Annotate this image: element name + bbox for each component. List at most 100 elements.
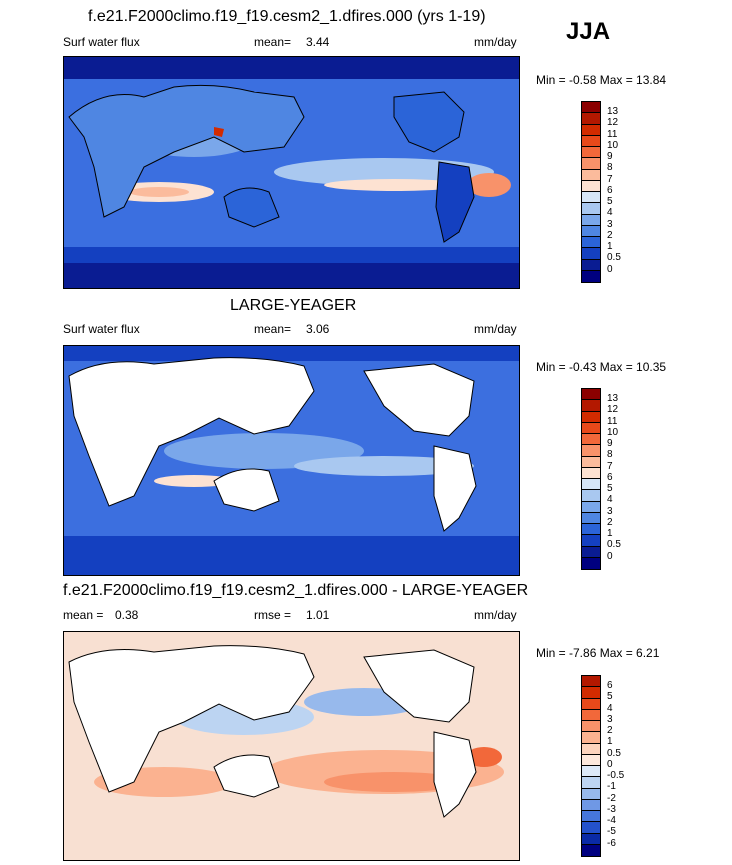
panel1-map-field xyxy=(64,57,519,288)
panel2-colorbar-label: 2 xyxy=(607,517,613,528)
panel3-units: mm/day xyxy=(474,608,517,622)
panel2-colorbar-swatch xyxy=(582,524,600,536)
panel2-colorbar-label: 0 xyxy=(607,551,613,562)
panel2-map xyxy=(63,345,520,576)
panel3-colorbar-label: 5 xyxy=(607,691,613,702)
panel3-colorbar-label: 3 xyxy=(607,714,613,725)
panel3-colorbar-swatch xyxy=(582,777,600,789)
panel1-colorbar-swatch xyxy=(582,203,600,215)
panel3-colorbar-swatch xyxy=(582,799,600,811)
panel1-colorbar-label: 11 xyxy=(607,129,618,140)
panel1-colorbar-label: 0 xyxy=(607,264,613,275)
panel3-colorbar-swatch xyxy=(582,743,600,755)
panel2-colorbar-swatch xyxy=(582,389,600,401)
panel1-colorbar-label: 10 xyxy=(607,140,619,151)
panel1-colorbar-swatch xyxy=(582,147,600,159)
panel2-colorbar xyxy=(581,388,601,570)
panel2-colorbar-label: 13 xyxy=(607,393,619,404)
panel2-mean-label: mean= xyxy=(254,322,292,336)
panel1-colorbar-label: 5 xyxy=(607,196,613,207)
panel2-colorbar-label: 1 xyxy=(607,528,613,539)
panel1-colorbar-label: 4 xyxy=(607,207,613,218)
panel1-title: f.e21.F2000climo.f19_f19.cesm2_1.dfires.… xyxy=(88,8,486,25)
panel2-colorbar-label: 4 xyxy=(607,494,613,505)
panel3-colorbar-swatch xyxy=(582,822,600,834)
panel3-mean-value: 0.38 xyxy=(115,608,139,622)
panel3-colorbar-label: 0 xyxy=(607,759,613,770)
panel3-colorbar-swatch xyxy=(582,698,600,710)
panel1-units: mm/day xyxy=(474,35,517,49)
panel3-colorbar-swatch xyxy=(582,676,600,688)
panel3-colorbar-label: 1 xyxy=(607,736,613,747)
panel1-map xyxy=(63,56,520,289)
panel1-colorbar-label: 7 xyxy=(607,174,613,185)
panel2-colorbar-label: 5 xyxy=(607,483,613,494)
panel3-rmse-value: 1.01 xyxy=(306,608,330,622)
panel1-colorbar-label: 8 xyxy=(607,162,613,173)
panel3-colorbar-swatch xyxy=(582,732,600,744)
panel2-map-field xyxy=(64,346,519,575)
panel2-colorbar-swatch xyxy=(582,512,600,524)
panel1-mean-label: mean= xyxy=(254,35,292,49)
panel1-colorbar-label: 0.5 xyxy=(607,252,621,263)
panel2-colorbar-label: 9 xyxy=(607,438,613,449)
panel3-colorbar-swatch xyxy=(582,766,600,778)
panel3-colorbar-label: 0.5 xyxy=(607,748,621,759)
panel2-colorbar-swatch xyxy=(582,445,600,457)
panel1-colorbar xyxy=(581,101,601,283)
panel3-map-field xyxy=(68,645,504,818)
panel3-colorbar-swatch xyxy=(582,844,600,856)
panel2-colorbar-swatch xyxy=(582,400,600,412)
panel1-colorbar-swatch xyxy=(582,214,600,226)
panel2-colorbar-swatch xyxy=(582,479,600,491)
panel3-colorbar-swatch xyxy=(582,687,600,699)
panel1-colorbar-swatch xyxy=(582,225,600,237)
panel3-colorbar-label: -0.5 xyxy=(607,770,625,781)
panel2-colorbar-swatch xyxy=(582,456,600,468)
panel2-colorbar-swatch xyxy=(582,467,600,479)
panel1-minmax: Min = -0.58 Max = 13.84 xyxy=(536,73,667,87)
panel3-colorbar-label: 4 xyxy=(607,703,613,714)
panel2-title: LARGE-YEAGER xyxy=(230,297,357,314)
panel3-colorbar-swatch xyxy=(582,754,600,766)
panel3-colorbar xyxy=(581,675,601,857)
panel2-colorbar-swatch xyxy=(582,422,600,434)
panel1-colorbar-swatch xyxy=(582,135,600,147)
panel1-variable-label: Surf water flux xyxy=(63,35,140,49)
panel2-colorbar-label: 7 xyxy=(607,461,613,472)
panel3-colorbar-label: 2 xyxy=(607,725,613,736)
panel3-colorbar-swatch xyxy=(582,721,600,733)
panel1-colorbar-swatch xyxy=(582,102,600,114)
panel1-colorbar-swatch xyxy=(582,270,600,282)
panel3-colorbar-swatch xyxy=(582,709,600,721)
panel3-minmax: Min = -7.86 Max = 6.21 xyxy=(536,646,660,660)
panel1-colorbar-label: 13 xyxy=(607,106,619,117)
panel3-colorbar-swatch xyxy=(582,833,600,845)
panel2-colorbar-label: 10 xyxy=(607,427,619,438)
panel1-mean-value: 3.44 xyxy=(306,35,330,49)
panel1-colorbar-swatch xyxy=(582,180,600,192)
panel3-colorbar-label: -4 xyxy=(607,815,616,826)
panel1-colorbar-label: 1 xyxy=(607,241,613,252)
panel2-variable-label: Surf water flux xyxy=(63,322,140,336)
panel2-colorbar-swatch xyxy=(582,411,600,423)
panel1-colorbar-label: 9 xyxy=(607,151,613,162)
panel1-colorbar-swatch xyxy=(582,192,600,204)
panel1-colorbar-label: 12 xyxy=(607,117,619,128)
panel2-colorbar-swatch xyxy=(582,557,600,569)
panel2-colorbar-label: 6 xyxy=(607,472,613,483)
panel2-colorbar-swatch xyxy=(582,434,600,446)
panel2-colorbar-swatch xyxy=(582,535,600,547)
panel3-colorbar-swatch xyxy=(582,811,600,823)
panel1-colorbar-swatch xyxy=(582,259,600,271)
panel3-colorbar-label: -3 xyxy=(607,804,616,815)
panel3-colorbar-label: 6 xyxy=(607,680,613,691)
panel2-colorbar-swatch xyxy=(582,546,600,558)
panel1-colorbar-label: 6 xyxy=(607,185,613,196)
panel2-colorbar-label: 0.5 xyxy=(607,539,621,550)
panel2-units: mm/day xyxy=(474,322,517,336)
panel2-colorbar-label: 12 xyxy=(607,404,619,415)
panel2-minmax: Min = -0.43 Max = 10.35 xyxy=(536,360,667,374)
panel1-colorbar-swatch xyxy=(582,248,600,260)
panel1-colorbar-swatch xyxy=(582,124,600,136)
